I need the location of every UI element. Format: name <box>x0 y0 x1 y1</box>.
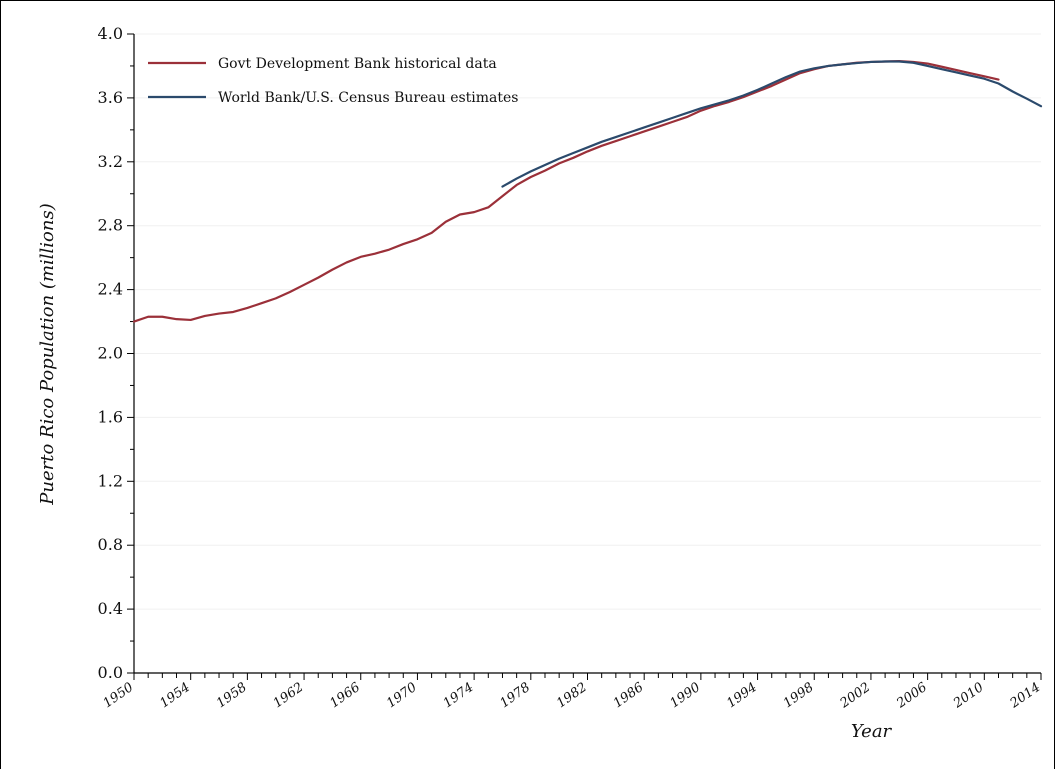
y-tick-label: 0.4 <box>98 599 123 618</box>
x-tick-label: 1994 <box>724 680 760 711</box>
x-tick-label: 1954 <box>157 680 193 711</box>
x-tick-label: 2010 <box>950 680 987 712</box>
y-tick-label: 0.0 <box>98 663 123 682</box>
y-tick-label: 4.0 <box>98 24 123 43</box>
x-tick-label: 1982 <box>554 680 590 711</box>
y-tick-label: 3.2 <box>98 152 123 171</box>
x-axis-title: Year <box>851 721 893 742</box>
grid-lines <box>134 33 1041 610</box>
series-lines <box>132 60 1043 323</box>
y-tick-label: 1.6 <box>98 407 123 426</box>
y-tick-label: 0.8 <box>98 535 123 554</box>
x-tick-label: 2014 <box>1007 680 1044 712</box>
legend: Govt Development Bank historical data Wor… <box>148 56 519 106</box>
x-tick-label: 1966 <box>327 680 363 711</box>
y-axis-ticks: 0.0 0.4 0.8 1.2 1.6 2.0 2.4 2.8 3.2 3.6 4.0 <box>98 24 134 682</box>
y-tick-label: 3.6 <box>98 88 123 107</box>
y-tick-label: 2.8 <box>98 216 123 235</box>
y-tick-label: 2.0 <box>98 344 123 363</box>
y-tick-label: 1.2 <box>98 471 123 490</box>
x-tick-label: 1962 <box>271 680 307 711</box>
x-tick-label: 1970 <box>384 680 420 711</box>
x-tick-label: 1990 <box>667 680 703 711</box>
legend-label-1: World Bank/U.S. Census Bureau estimates <box>218 90 519 106</box>
series-line-1 <box>501 60 1043 188</box>
x-tick-label: 1998 <box>781 680 817 711</box>
x-tick-label: 2002 <box>837 680 874 712</box>
x-axis-ticks: 1950 1954 1958 1962 1966 1970 1974 1978 1982 1986… <box>101 673 1044 712</box>
x-tick-label: 1958 <box>214 680 250 711</box>
legend-label-0: Govt Development Bank historical data <box>218 56 497 72</box>
x-tick-label: 1974 <box>441 680 477 711</box>
x-tick-label: 1986 <box>611 680 647 711</box>
x-tick-label: 2006 <box>893 680 930 712</box>
x-tick-label: 1978 <box>497 680 533 711</box>
x-tick-label: 1950 <box>101 680 137 711</box>
y-tick-label: 2.4 <box>98 280 123 299</box>
y-axis-title: Puerto Rico Population (millions) <box>37 203 58 505</box>
